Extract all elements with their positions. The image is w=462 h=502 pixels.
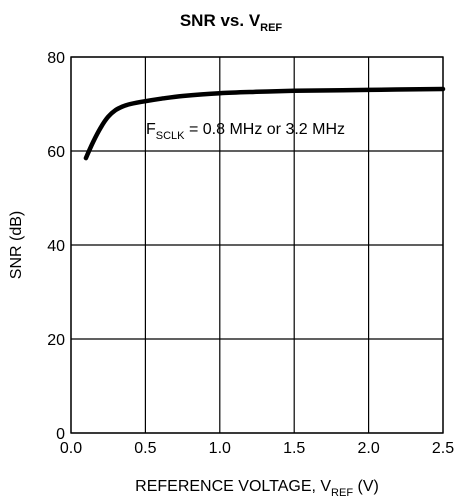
- y-tick-label: 0: [56, 426, 65, 443]
- chart-title: SNR vs. VREF: [180, 11, 283, 34]
- chart-title-sub: REF: [260, 22, 282, 34]
- x-tick-label: 2.0: [357, 440, 379, 457]
- y-tick-label: 20: [47, 332, 65, 349]
- annotation-rest: = 0.8 MHz or 3.2 MHz: [185, 121, 346, 138]
- x-axis-label-main: REFERENCE VOLTAGE, V: [135, 478, 331, 495]
- y-tick-label: 80: [47, 50, 65, 67]
- annotation-sub: SCLK: [156, 130, 185, 142]
- y-axis-label: SNR (dB): [8, 211, 25, 279]
- y-tick-labels: 0 20 40 60 80: [47, 50, 65, 443]
- x-tick-label: 0.5: [134, 440, 156, 457]
- annotation: FSCLK = 0.8 MHz or 3.2 MHz: [146, 121, 345, 142]
- x-tick-label: 2.5: [432, 440, 454, 457]
- x-tick-labels: 0.0 0.5 1.0 1.5 2.0 2.5: [60, 440, 454, 457]
- chart-title-main: SNR vs. V: [180, 11, 261, 30]
- x-axis-label: REFERENCE VOLTAGE, VREF (V): [135, 478, 379, 499]
- x-axis-label-suffix: (V): [353, 478, 379, 495]
- gridlines: [71, 57, 443, 433]
- x-axis-label-sub: REF: [331, 487, 353, 499]
- y-tick-label: 40: [47, 238, 65, 255]
- x-tick-label: 1.5: [283, 440, 305, 457]
- y-tick-label: 60: [47, 144, 65, 161]
- x-tick-label: 1.0: [209, 440, 231, 457]
- annotation-main: F: [146, 121, 156, 138]
